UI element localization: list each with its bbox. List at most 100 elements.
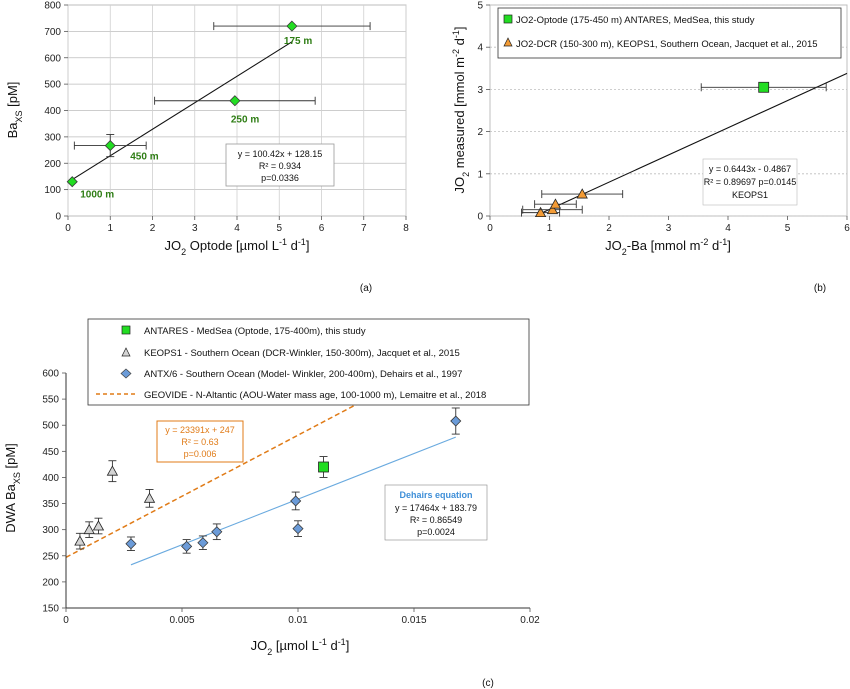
y-tick-label: 400 (42, 473, 59, 484)
panel-b-annotation: y = 0.6443x - 0.4867 R² = 0.89697 p=0.01… (702, 158, 798, 206)
panel-b-x-axis-label: JO2-Ba [mmol m-2 d-1] (605, 237, 731, 257)
y-tick-label: 0 (55, 212, 61, 223)
data-point (229, 95, 241, 107)
panel-c-annotation-dehairs: Dehairs equation y = 17464x + 183.79 R² … (384, 484, 488, 541)
data-point (546, 203, 559, 215)
data-point (104, 140, 116, 152)
data-point (286, 20, 298, 32)
data-point (83, 523, 95, 535)
panel-c-annotation-line: y = 17464x + 183.79 (395, 503, 477, 513)
y-tick-label: 600 (42, 369, 59, 380)
data-point (66, 176, 78, 188)
data-point (534, 206, 547, 218)
y-tick-label: 150 (42, 604, 59, 615)
x-tick-label: 1 (107, 223, 113, 234)
data-point (211, 526, 223, 538)
x-tick-label: 1 (547, 223, 553, 234)
panel-a-caption: (a) (360, 283, 372, 294)
y-tick-label: 0 (477, 212, 483, 223)
panel-b-fit (543, 72, 848, 213)
point-label: 1000 m (80, 190, 114, 201)
point-label: 450 m (130, 152, 158, 163)
y-tick-label: 400 (44, 106, 61, 117)
legend-triangle-icon (503, 37, 513, 47)
data-point (318, 461, 329, 473)
panel-a-annotation-line: p=0.0336 (261, 173, 299, 183)
panel-a-annotation: y = 100.42x + 128.15 R² = 0.934 p=0.0336 (225, 143, 335, 187)
x-tick-label: 0 (63, 615, 69, 626)
panel-c-y-ticks: 150 200 250 300 350 400 450 500 550 600 (42, 369, 66, 615)
panel-b-points (521, 81, 827, 218)
panel-c-legend: ANTARES - MedSea (Optode, 175-400m), thi… (87, 318, 530, 406)
panel-c-legend-entry: GEOVIDE - N-Altantic (AOU-Water mass age… (144, 390, 486, 401)
panel-c-legend-entry: ANTX/6 - Southern Ocean (Model- Winkler,… (144, 369, 462, 380)
y-tick-label: 500 (42, 421, 59, 432)
data-point (292, 523, 304, 535)
data-point (181, 540, 193, 552)
x-tick-label: 0.005 (169, 615, 194, 626)
y-tick-label: 500 (44, 80, 61, 91)
panel-b-annotation-line: R² = 0.89697 p=0.0145 (704, 177, 797, 187)
x-tick-label: 2 (150, 223, 156, 234)
data-point (549, 198, 562, 209)
panel-b-x-ticks: 0 1 2 3 4 5 6 (487, 216, 850, 234)
x-tick-label: 5 (276, 223, 282, 234)
x-tick-label: 0 (487, 223, 493, 234)
panel-c-legend-entry: KEOPS1 - Southern Ocean (DCR-Winkler, 15… (144, 348, 460, 359)
panel-b-caption: (b) (814, 283, 826, 294)
panel-a-annotation-line: R² = 0.934 (259, 161, 301, 171)
panel-a-y-ticks: 0 100 200 300 400 500 600 700 800 (44, 1, 68, 223)
y-tick-label: 700 (44, 27, 61, 38)
point-label: 250 m (231, 115, 259, 126)
data-point (450, 415, 462, 427)
panel-c-annotation-title: Dehairs equation (399, 490, 472, 500)
x-tick-label: 0.015 (401, 615, 426, 626)
x-tick-label: 4 (234, 223, 240, 234)
legend-triangle-icon (121, 347, 131, 357)
x-tick-label: 3 (192, 223, 198, 234)
data-point (758, 81, 770, 93)
x-tick-label: 5 (785, 223, 791, 234)
x-tick-label: 3 (666, 223, 672, 234)
x-tick-label: 2 (606, 223, 612, 234)
data-point (125, 538, 137, 550)
data-point (576, 188, 588, 199)
x-tick-label: 4 (725, 223, 731, 234)
x-tick-label: 0 (65, 223, 71, 234)
y-tick-label: 200 (42, 577, 59, 588)
panel-c-y-axis-label: DWA BaXS [pM] (3, 443, 22, 533)
y-tick-label: 1 (477, 169, 483, 180)
panel-c-annotation-line: R² = 0.63 (181, 437, 218, 447)
x-tick-label: 7 (361, 223, 367, 234)
panel-b-legend-entry: JO2-Optode (175-450 m) ANTARES, MedSea, … (516, 15, 755, 26)
panel-a-x-axis-label: JO2 Optode [µmol L-1 d-1] (165, 237, 310, 257)
x-tick-label: 6 (844, 223, 850, 234)
panel-c-legend-entry: ANTARES - MedSea (Optode, 175-400m), thi… (144, 326, 366, 337)
panel-c-caption: (c) (482, 678, 494, 689)
panel-a-annotation-line: y = 100.42x + 128.15 (238, 149, 323, 159)
panel-c-x-ticks: 0 0.005 0.01 0.015 0.02 (63, 608, 540, 626)
x-tick-label: 8 (403, 223, 409, 234)
panel-b-legend: JO2-Optode (175-450 m) ANTARES, MedSea, … (497, 7, 842, 59)
regression-line (65, 384, 394, 559)
y-tick-label: 5 (477, 1, 483, 12)
panel-a: 1000 m 450 m 250 m 175 m 0 1 2 3 4 5 6 7 8 0 100 200 3… (5, 1, 409, 295)
panel-a-points: 1000 m 450 m 250 m 175 m (66, 20, 371, 201)
point-label: 175 m (284, 36, 312, 47)
data-point (290, 495, 302, 507)
panel-c-annotation-geovide: y = 23391x + 247 R² = 0.63 p=0.006 (156, 420, 244, 463)
panel-b-y-ticks: 0 1 2 3 4 5 (477, 1, 490, 223)
y-tick-label: 600 (44, 53, 61, 64)
panel-b-annotation-line: y = 0.6443x - 0.4867 (709, 164, 791, 174)
panel-b-y-axis-label: JO2 measured [mmol m-2 d-1] (451, 26, 471, 193)
panel-c-annotation-line: R² = 0.86549 (410, 515, 462, 525)
data-point (106, 465, 119, 476)
panel-c: 0 0.005 0.01 0.015 0.02 150 200 250 300 350 400 45… (3, 318, 540, 689)
panel-c-points (74, 407, 462, 554)
data-point (74, 535, 86, 546)
data-point (92, 520, 105, 531)
y-tick-label: 2 (477, 127, 483, 138)
panel-a-x-ticks: 0 1 2 3 4 5 6 7 8 (65, 216, 409, 234)
y-tick-label: 3 (477, 85, 483, 96)
regression-line (543, 72, 848, 213)
